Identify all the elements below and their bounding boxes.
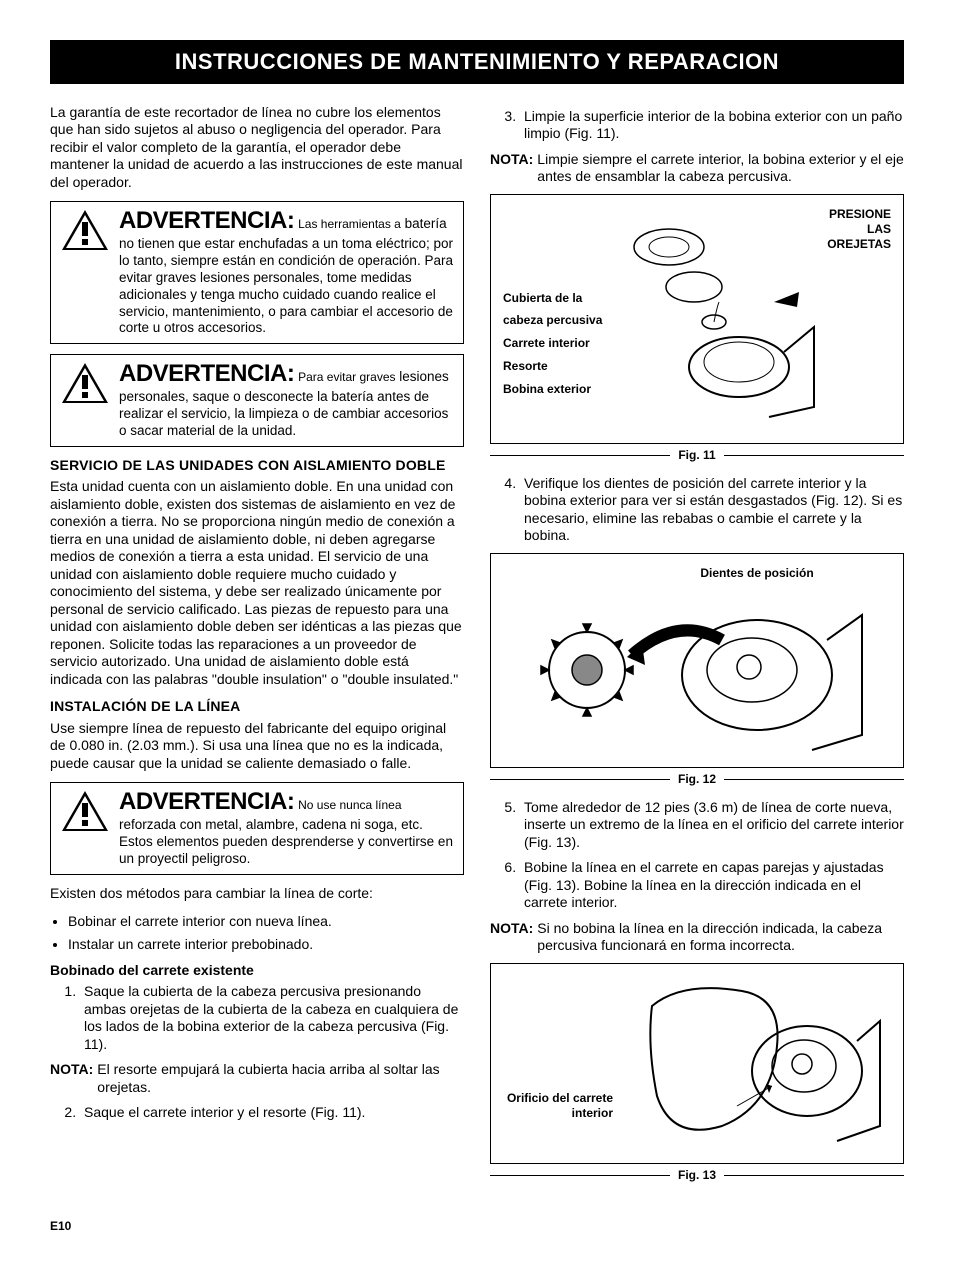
- figure-13: Orificio del carrete interior: [490, 963, 904, 1164]
- nota-body: Limpie siempre el carrete interior, la b…: [537, 151, 904, 186]
- step-item: Verifique los dientes de posición del ca…: [520, 475, 904, 545]
- page-number: E10: [50, 1219, 904, 1234]
- warning-lead: No use nunca línea: [298, 798, 401, 812]
- warning-text-2: ADVERTENCIA: Para evitar graves lesiones…: [119, 355, 463, 446]
- warning-lead: Para evitar graves: [298, 370, 395, 384]
- fig11-label: Bobina exterior: [503, 378, 611, 401]
- warning-body: reforzada con metal, alambre, cadena ni …: [119, 817, 453, 866]
- content-columns: La garantía de este recortador de línea …: [50, 104, 904, 1195]
- steps-right-1: Limpie la superficie interior de la bobi…: [490, 108, 904, 143]
- step-item: Limpie la superficie interior de la bobi…: [520, 108, 904, 143]
- steps-right-3: Tome alrededor de 12 pies (3.6 m) de lín…: [490, 799, 904, 912]
- fig11-art: [619, 207, 819, 427]
- warning-text-3: ADVERTENCIA: No use nunca línea reforzad…: [119, 783, 463, 874]
- fig11-label-right: PRESIONE LAS OREJETAS: [819, 207, 891, 427]
- step-item: Saque la cubierta de la cabeza percusiva…: [80, 983, 464, 1053]
- fig13-art: [613, 976, 891, 1151]
- warning-box-1: ADVERTENCIA: Las herra­mientas a batería…: [50, 201, 464, 344]
- warning-label: ADVERTENCIA:: [119, 788, 294, 815]
- warning-box-3: ADVERTENCIA: No use nunca línea reforzad…: [50, 782, 464, 875]
- section-heading-1: SERVICIO DE LAS UNIDADES CON AISLAMIENTO…: [50, 457, 464, 475]
- section-body-2: Use siempre línea de repuesto del fabric…: [50, 720, 464, 773]
- fig12-caption: Fig. 12: [490, 772, 904, 787]
- nota-label: NOTA:: [50, 1061, 93, 1096]
- right-column: Limpie la superficie interior de la bobi…: [490, 104, 904, 1195]
- fig13-caption: Fig. 13: [490, 1168, 904, 1183]
- fig11-label: Resorte: [503, 355, 611, 378]
- list-item: Bobinar el carrete interior con nueva lí…: [68, 913, 464, 931]
- warning-label: ADVERTENCIA:: [119, 207, 294, 234]
- warning-text-1: ADVERTENCIA: Las herra­mientas a batería…: [119, 202, 463, 343]
- fig11-caption: Fig. 11: [490, 448, 904, 463]
- warning-label: ADVERTENCIA:: [119, 360, 294, 387]
- warning-icon: [51, 202, 119, 343]
- step-item: Saque el carrete interior y el resorte (…: [80, 1104, 464, 1122]
- fig11-label: Carrete interior: [503, 332, 611, 355]
- warning-icon: [51, 783, 119, 874]
- warning-box-2: ADVERTENCIA: Para evitar graves lesiones…: [50, 354, 464, 447]
- warning-icon: [51, 355, 119, 446]
- methods-list: Bobinar el carrete interior con nueva lí…: [50, 913, 464, 954]
- nota-3: NOTA: Si no bobina la línea en la direcc…: [490, 920, 904, 955]
- figure-12: Dientes de posición: [490, 553, 904, 768]
- fig13-label: Orificio del carrete interior: [503, 1091, 613, 1121]
- nota-label: NOTA:: [490, 151, 533, 186]
- step-item: Bobine la línea en el carrete en capas p…: [520, 859, 904, 912]
- methods-intro: Existen dos métodos para cambiar la líne…: [50, 885, 464, 903]
- nota-body: Si no bobina la línea en la dirección in…: [537, 920, 904, 955]
- page-title: INSTRUCCIONES DE MANTENIMIENTO Y REPARAC…: [50, 40, 904, 84]
- nota-body: El resorte empujará la cubierta hacia ar…: [97, 1061, 464, 1096]
- steps-left-cont: Saque el carrete interior y el resorte (…: [50, 1104, 464, 1122]
- list-item: Instalar un carrete interior prebobinado…: [68, 936, 464, 954]
- figure-11: Cubierta de la cabeza percusiva Carrete …: [490, 194, 904, 444]
- nota-label: NOTA:: [490, 920, 533, 955]
- fig12-label: Dientes de posición: [503, 566, 891, 581]
- warning-lead: Las herra­mientas a: [298, 217, 401, 231]
- fig11-label: Cubierta de la cabeza percusiva: [503, 287, 611, 333]
- left-column: La garantía de este recortador de línea …: [50, 104, 464, 1195]
- intro-paragraph: La garantía de este recortador de línea …: [50, 104, 464, 192]
- nota-2: NOTA: Limpie siempre el carrete interior…: [490, 151, 904, 186]
- section-heading-2: INSTALACIÓN DE LA LÍNEA: [50, 698, 464, 716]
- steps-right-2: Verifique los dientes de posición del ca…: [490, 475, 904, 545]
- section-body-1: Esta unidad cuenta con un aislamiento do…: [50, 478, 464, 688]
- fig12-art: [503, 585, 891, 755]
- steps-left: Saque la cubierta de la cabeza percusiva…: [50, 983, 464, 1053]
- nota-1: NOTA: El resorte empujará la cubierta ha…: [50, 1061, 464, 1096]
- subheading-1: Bobinado del carrete existente: [50, 962, 464, 980]
- step-item: Tome alrededor de 12 pies (3.6 m) de lín…: [520, 799, 904, 852]
